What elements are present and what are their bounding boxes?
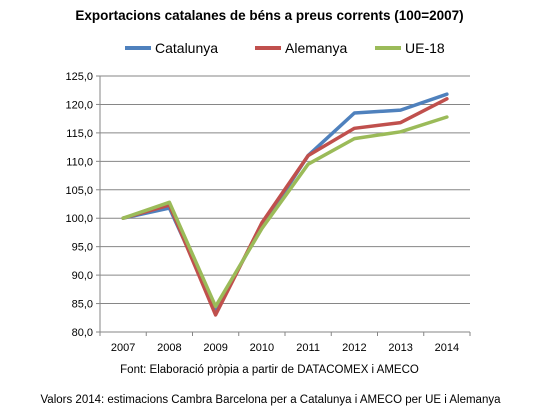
legend-label: UE-18 xyxy=(405,40,445,56)
y-tick-label: 110,0 xyxy=(66,156,93,168)
footer-note: Valors 2014: estimacions Cambra Barcelon… xyxy=(40,394,501,406)
legend-label: Alemanya xyxy=(285,40,347,56)
x-tick-label: 2013 xyxy=(388,342,412,354)
series-line-catalunya xyxy=(121,92,449,311)
x-tick-labels: 2007 2008 2009 2010 2011 2012 2013 2014 xyxy=(111,342,459,354)
x-tick-label: 2014 xyxy=(435,342,459,354)
y-tick-label: 100,0 xyxy=(65,213,93,225)
y-tick-labels: 80,0 85,0 90,0 95,0 100,0 105,0 110,0 115,0 120,… xyxy=(65,71,93,339)
x-tick-label: 2009 xyxy=(203,342,227,354)
y-tick-label: 85,0 xyxy=(72,299,93,311)
series-lines xyxy=(121,92,449,317)
y-tick-label: 80,0 xyxy=(72,327,93,339)
y-tick-label: 95,0 xyxy=(72,242,93,254)
legend-label: Catalunya xyxy=(155,40,218,56)
y-tick-label: 125,0 xyxy=(65,71,93,83)
grid xyxy=(100,75,470,305)
chart-title: Exportacions catalanes de béns a preus c… xyxy=(75,8,464,23)
y-tick-label: 120,0 xyxy=(65,99,93,111)
x-tick-label: 2010 xyxy=(250,342,274,354)
x-tick-label: 2008 xyxy=(157,342,181,354)
source-note: Font: Elaboració pròpia a partir de DATA… xyxy=(120,364,419,376)
series-line-ue-18 xyxy=(121,115,449,309)
y-tick-label: 105,0 xyxy=(65,185,93,197)
line-chart: Catalunya Alemanya UE-18 80,0 85,0 90,0 95,0 1… xyxy=(65,40,471,354)
y-tick-label: 115,0 xyxy=(66,128,93,140)
legend: Catalunya Alemanya UE-18 xyxy=(125,40,445,56)
x-tick-label: 2007 xyxy=(111,342,135,354)
y-tick-label: 90,0 xyxy=(72,270,93,282)
x-tick-label: 2012 xyxy=(342,342,366,354)
x-tick-label: 2011 xyxy=(296,342,320,354)
axes xyxy=(96,75,471,336)
